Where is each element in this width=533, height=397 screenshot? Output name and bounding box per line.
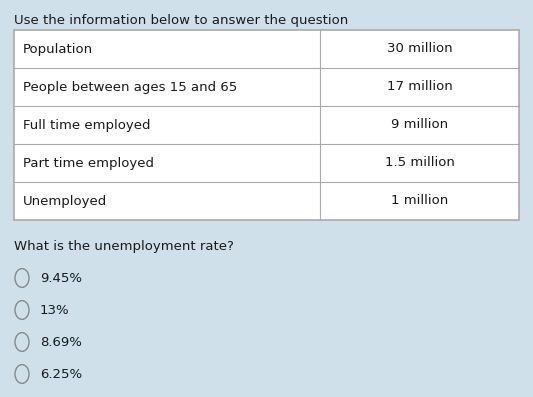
Text: What is the unemployment rate?: What is the unemployment rate? [14,240,234,253]
Text: 13%: 13% [40,303,70,316]
Text: Full time employed: Full time employed [23,118,150,131]
Text: Use the information below to answer the question: Use the information below to answer the … [14,14,348,27]
Ellipse shape [15,269,29,287]
Text: 6.25%: 6.25% [40,368,82,380]
Text: 1 million: 1 million [391,195,448,208]
Text: Unemployed: Unemployed [23,195,107,208]
Ellipse shape [15,301,29,320]
Text: 30 million: 30 million [386,42,453,56]
Ellipse shape [15,364,29,384]
Text: Population: Population [23,42,93,56]
Text: Part time employed: Part time employed [23,156,154,170]
Bar [14,30,519,220]
Ellipse shape [15,333,29,351]
Text: People between ages 15 and 65: People between ages 15 and 65 [23,81,237,94]
Text: 1.5 million: 1.5 million [385,156,455,170]
Text: 9 million: 9 million [391,118,448,131]
Text: 17 million: 17 million [386,81,453,94]
Text: 8.69%: 8.69% [40,335,82,349]
Text: 9.45%: 9.45% [40,272,82,285]
